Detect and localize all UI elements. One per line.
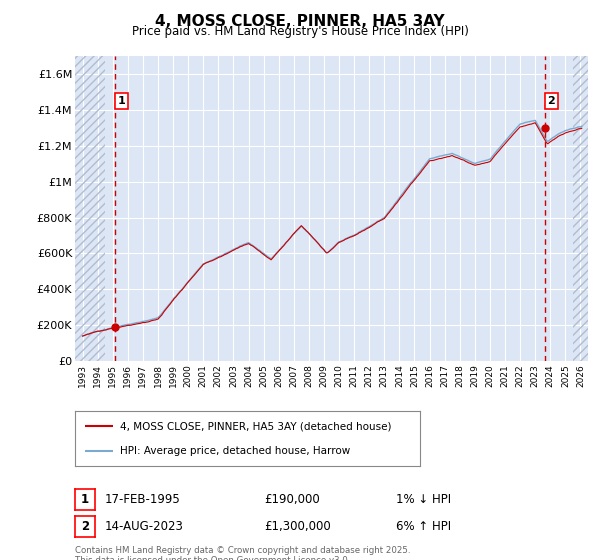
Text: 1: 1 (118, 96, 125, 106)
Text: 14-AUG-2023: 14-AUG-2023 (105, 520, 184, 533)
Text: £190,000: £190,000 (264, 493, 320, 506)
Text: £1,300,000: £1,300,000 (264, 520, 331, 533)
Text: HPI: Average price, detached house, Harrow: HPI: Average price, detached house, Harr… (120, 446, 350, 455)
Text: 17-FEB-1995: 17-FEB-1995 (105, 493, 181, 506)
Text: Price paid vs. HM Land Registry's House Price Index (HPI): Price paid vs. HM Land Registry's House … (131, 25, 469, 38)
Text: 1: 1 (81, 493, 89, 506)
Text: Contains HM Land Registry data © Crown copyright and database right 2025.
This d: Contains HM Land Registry data © Crown c… (75, 546, 410, 560)
Text: 2: 2 (81, 520, 89, 533)
Text: 1% ↓ HPI: 1% ↓ HPI (396, 493, 451, 506)
Text: 4, MOSS CLOSE, PINNER, HA5 3AY: 4, MOSS CLOSE, PINNER, HA5 3AY (155, 14, 445, 29)
Text: 2: 2 (548, 96, 556, 106)
Text: 4, MOSS CLOSE, PINNER, HA5 3AY (detached house): 4, MOSS CLOSE, PINNER, HA5 3AY (detached… (120, 422, 391, 431)
Text: 6% ↑ HPI: 6% ↑ HPI (396, 520, 451, 533)
